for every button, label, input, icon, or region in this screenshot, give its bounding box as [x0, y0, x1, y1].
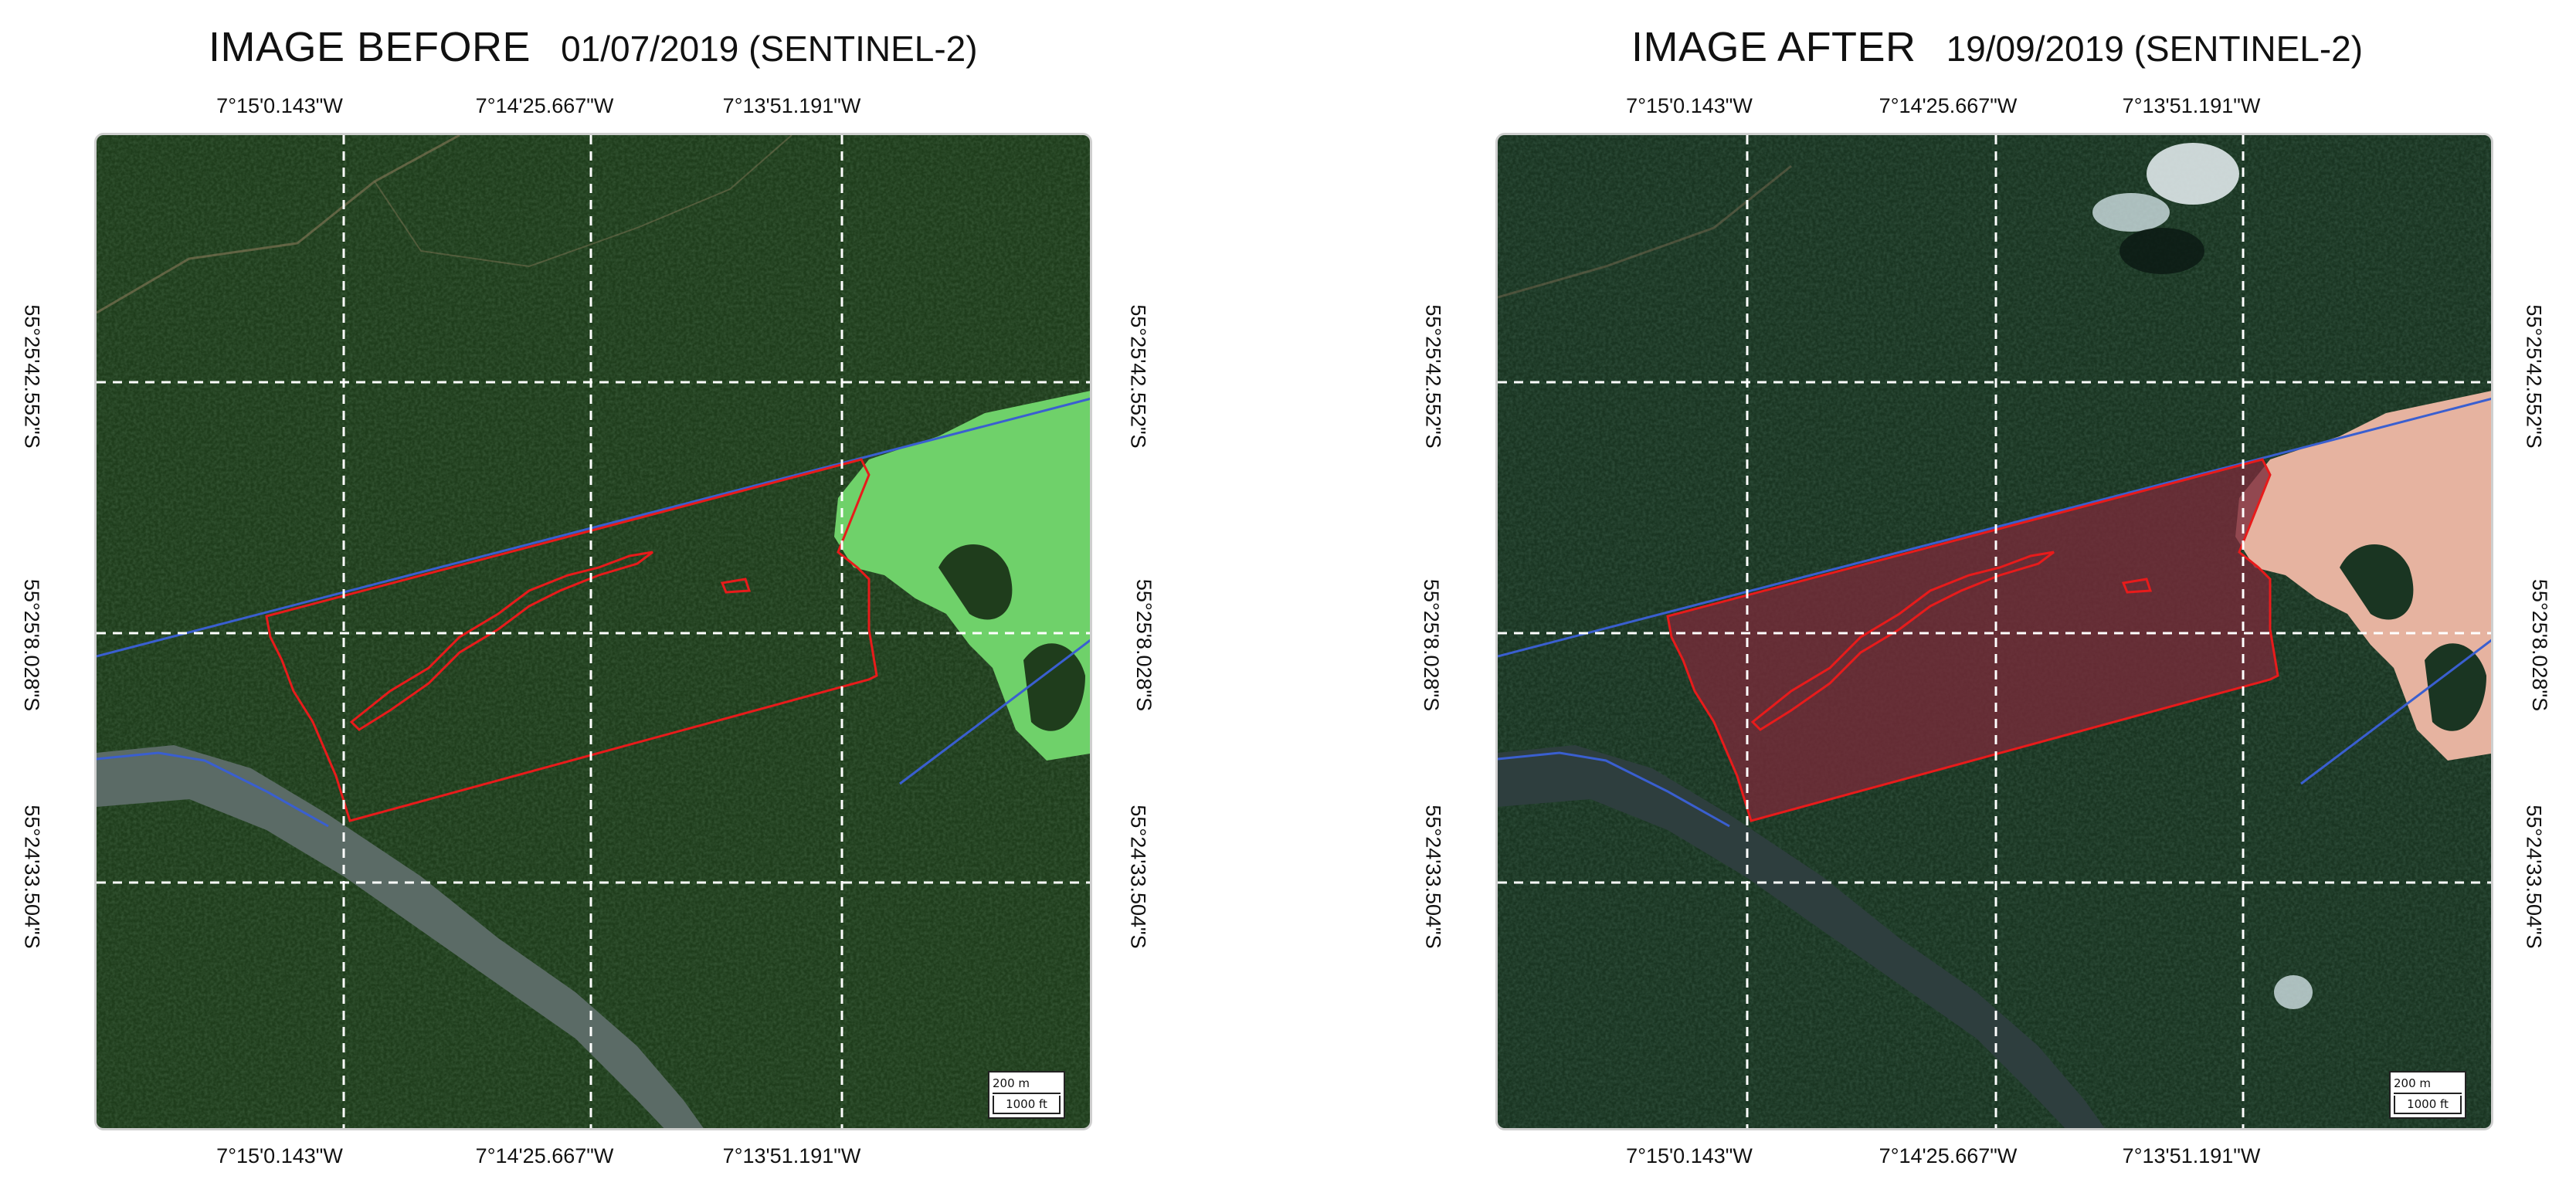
before-date: 01/07/2019 (SENTINEL-2)	[561, 29, 978, 69]
lat-label-left-2: 55°25'8.028"S	[20, 578, 44, 712]
after-title: IMAGE AFTER 19/09/2019 (SENTINEL-2)	[1631, 23, 2576, 71]
before-map-image	[97, 135, 1090, 1128]
deforested-area	[1668, 459, 2278, 821]
lon-label-bottom-3: 7°13'51.191"W	[722, 1144, 861, 1167]
scale-bar-feet: 1000 ft	[993, 1096, 1061, 1114]
lon-label-top-3: 7°13'51.191"W	[2122, 94, 2261, 117]
lon-label-bottom-2: 7°14'25.667"W	[1879, 1144, 2018, 1167]
lat-label-left-1: 55°25'42.552"S	[20, 304, 44, 449]
lat-label-right-2: 55°25'8.028"S	[1132, 578, 1156, 712]
lat-label-left-3: 55°24'33.504"S	[1421, 805, 1445, 949]
scale-bar-meters: 200 m	[993, 1074, 1061, 1094]
lat-label-right-3: 55°24'33.504"S	[1126, 805, 1150, 949]
river-blue-line	[1498, 751, 1730, 828]
river	[1498, 745, 2105, 1128]
lat-label-right-1: 55°25'42.552"S	[2522, 304, 2546, 449]
lon-label-top-1: 7°15'0.143"W	[216, 94, 343, 117]
lon-label-bottom-1: 7°15'0.143"W	[216, 1144, 343, 1167]
lon-label-top-3: 7°13'51.191"W	[722, 94, 861, 117]
lower-blue-line	[2300, 639, 2491, 785]
inner-boundary	[349, 551, 653, 731]
lat-label-right-2: 55°25'8.028"S	[2528, 578, 2552, 712]
lat-label-left-2: 55°25'8.028"S	[1420, 578, 1444, 712]
lat-label-left-1: 55°25'42.552"S	[1421, 304, 1445, 449]
after-map[interactable]: 200 m 1000 ft	[1495, 133, 2493, 1130]
upper-blue-line	[97, 398, 1090, 658]
lower-blue-line	[899, 639, 1090, 785]
parcel-boundary	[1666, 458, 2279, 822]
lat-label-right-1: 55°25'42.552"S	[1126, 304, 1150, 449]
before-title: IMAGE BEFORE 01/07/2019 (SENTINEL-2)	[209, 23, 1444, 71]
lat-label-left-3: 55°24'33.504"S	[20, 805, 44, 949]
before-title-text: IMAGE BEFORE	[209, 24, 531, 70]
before-panel: IMAGE BEFORE 01/07/2019 (SENTINEL-2) 7°1…	[20, 24, 1156, 1167]
after-title-text: IMAGE AFTER	[1631, 24, 1916, 70]
before-map[interactable]: 200 m 1000 ft	[94, 133, 1092, 1130]
lon-label-bottom-1: 7°15'0.143"W	[1626, 1144, 1753, 1167]
lat-label-right-3: 55°24'33.504"S	[2522, 805, 2546, 949]
scale-bar-meters: 200 m	[2394, 1074, 2462, 1094]
lon-label-bottom-2: 7°14'25.667"W	[475, 1144, 614, 1167]
lon-label-top-1: 7°15'0.143"W	[1626, 94, 1753, 117]
lon-label-bottom-3: 7°13'51.191"W	[2122, 1144, 2261, 1167]
river-blue-line	[97, 751, 329, 828]
inner-boundary	[1750, 551, 2055, 731]
grid-lines	[97, 135, 1090, 1128]
grid-lines	[1498, 135, 2491, 1128]
after-map-image	[1498, 135, 2491, 1128]
after-panel: IMAGE AFTER 19/09/2019 (SENTINEL-2) 7°15…	[1400, 0, 2576, 1186]
river	[97, 745, 704, 1128]
cloud	[2147, 143, 2239, 205]
scale-bar: 200 m 1000 ft	[988, 1071, 1065, 1119]
scale-bar: 200 m 1000 ft	[2389, 1071, 2466, 1119]
parcel-boundary	[265, 458, 878, 822]
lon-label-top-2: 7°14'25.667"W	[475, 94, 614, 117]
scale-bar-feet: 1000 ft	[2394, 1096, 2462, 1114]
after-date: 19/09/2019 (SENTINEL-2)	[1946, 29, 2364, 69]
lon-label-top-2: 7°14'25.667"W	[1879, 94, 2018, 117]
